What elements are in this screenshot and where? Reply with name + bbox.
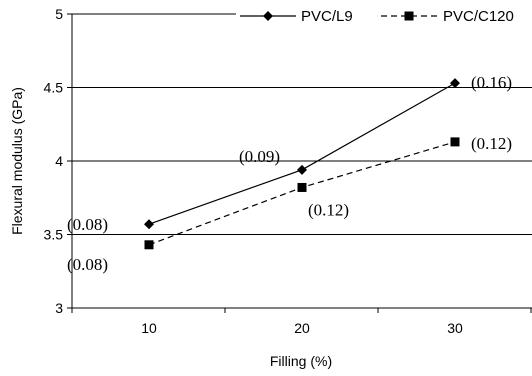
series-pvc-c120: (0.08) (0.12) (0.12) [67, 134, 512, 274]
legend-marker [404, 11, 414, 21]
series-group: (0.08) (0.09) (0.16) (0.08) (0.12) (0.12) [67, 73, 512, 274]
data-label: (0.08) [67, 255, 108, 274]
legend-marker [263, 11, 273, 21]
data-label: (0.09) [239, 147, 280, 166]
series-line [148, 141, 456, 246]
y-tick-label: 3.5 [44, 227, 64, 243]
series-line [148, 82, 456, 225]
x-tick-labels: 10 20 30 [141, 320, 463, 336]
data-point [297, 164, 307, 175]
y-tick-label: 3 [55, 300, 63, 316]
axes [67, 13, 532, 313]
x-axis-label: Filling (%) [270, 353, 332, 369]
y-axis-label: Flexural modulus (GPa) [9, 87, 25, 235]
data-point [144, 219, 154, 230]
data-label: (0.16) [471, 73, 512, 92]
x-tick-label: 10 [141, 320, 157, 336]
data-point [450, 137, 460, 147]
series-pvc-l9: (0.08) (0.09) (0.16) [67, 73, 512, 234]
data-point [297, 182, 307, 192]
y-tick-label: 4.5 [44, 80, 64, 96]
legend-label: PVC/L9 [301, 8, 353, 25]
data-label: (0.08) [67, 215, 108, 234]
data-label: (0.12) [308, 200, 349, 219]
data-point [450, 78, 460, 89]
y-tick-label: 4 [55, 153, 63, 169]
legend-label: PVC/C120 [443, 8, 514, 25]
gridlines [72, 13, 532, 235]
data-label: (0.12) [471, 134, 512, 153]
y-tick-labels: 3 3.5 4 4.5 5 [44, 6, 64, 316]
data-point [144, 240, 154, 250]
legend: PVC/L9 PVC/C120 [236, 5, 532, 27]
y-tick-label: 5 [55, 6, 63, 22]
x-tick-label: 20 [294, 320, 310, 336]
x-tick-label: 30 [447, 320, 463, 336]
